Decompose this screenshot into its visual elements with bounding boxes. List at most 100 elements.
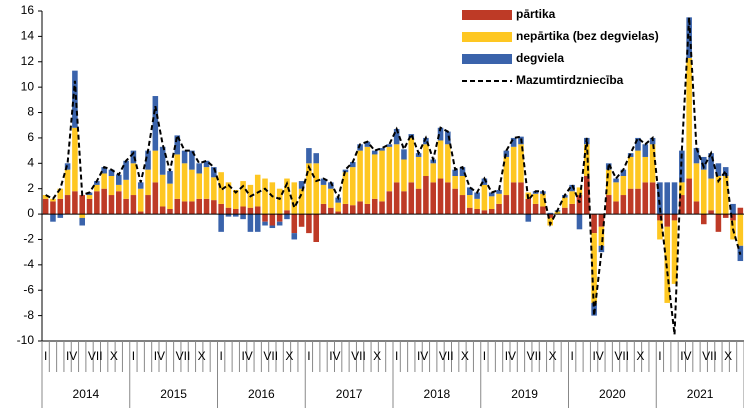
bar [635,188,641,215]
bar [657,214,663,221]
bar [547,212,553,215]
y-tick-label: -8 [23,308,34,322]
bar [211,200,217,215]
x-tick-label: VII [702,349,717,363]
legend-label: nepārtika (bez degvielas) [516,29,659,43]
bar [269,225,276,229]
legend-label: pārtika [516,7,556,21]
bar [196,198,202,215]
bar [86,192,93,196]
bar [306,163,312,215]
bar [247,207,254,215]
bar [423,137,429,145]
bar [481,178,488,185]
bar [203,198,210,215]
x-tick-label: I [307,349,310,363]
bar [211,177,217,201]
bar [722,214,729,218]
bar [591,214,597,234]
bar [130,195,137,215]
bar [510,137,517,147]
bar [240,206,246,215]
x-tick-label: VII [439,349,454,363]
bar [693,148,700,164]
bar [218,214,224,232]
bar [598,226,605,246]
bar [437,140,444,179]
x-tick-label: VII [263,349,278,363]
bar [620,176,627,196]
year-label: 2014 [73,387,100,401]
bar [320,184,327,204]
bar [313,163,319,215]
legend-swatch [462,54,512,64]
bar [532,193,539,204]
bar [240,214,246,220]
bar [467,187,473,196]
bar [298,214,305,227]
bar [481,184,488,211]
bar [430,182,436,215]
bar [240,181,246,207]
bar [145,150,151,170]
bar [233,209,239,215]
bar [108,169,115,176]
bar [642,156,649,183]
x-tick-label: VII [88,349,103,363]
bar [145,169,151,196]
bar [686,17,692,58]
bar [291,233,298,240]
bar [649,182,656,215]
bar [72,127,78,192]
bar [627,188,634,215]
bar [57,214,64,218]
bar [57,188,64,199]
bar [401,159,407,192]
bar [203,160,210,168]
bar [320,203,327,215]
bar [445,131,451,145]
bar [189,169,195,202]
bar [708,178,714,211]
y-tick-label: 6 [27,130,34,144]
bar [488,196,495,209]
bar [364,203,371,215]
bar [664,182,670,215]
x-tick-label: X [373,349,381,363]
bar [613,178,619,183]
x-tick-label: VII [614,349,629,363]
bar [459,176,466,196]
year-label: 2015 [160,387,187,401]
bar [620,195,627,215]
bar [569,191,575,204]
bar [357,201,363,215]
bar [50,214,56,222]
bar [635,150,641,189]
bar [459,195,466,215]
bar [591,233,597,303]
bar [510,146,517,183]
bar [254,206,261,215]
bar [79,217,85,226]
bar [298,188,305,215]
bar [108,176,115,196]
bar [686,57,692,179]
x-tick-label: IV [505,349,516,363]
bar [262,214,268,222]
bar [510,182,517,215]
bar [123,198,129,215]
bar [423,144,429,176]
bar [42,195,49,199]
bar [488,192,495,197]
bar [145,195,151,215]
bar [445,182,451,215]
y-tick-label: -10 [17,333,35,347]
bar [364,146,371,204]
bar [693,163,700,202]
bar [137,211,144,215]
y-tick-label: 0 [27,206,34,220]
bar [642,182,649,215]
x-tick-label: X [198,349,206,363]
bar [649,144,656,183]
bar [452,169,458,176]
